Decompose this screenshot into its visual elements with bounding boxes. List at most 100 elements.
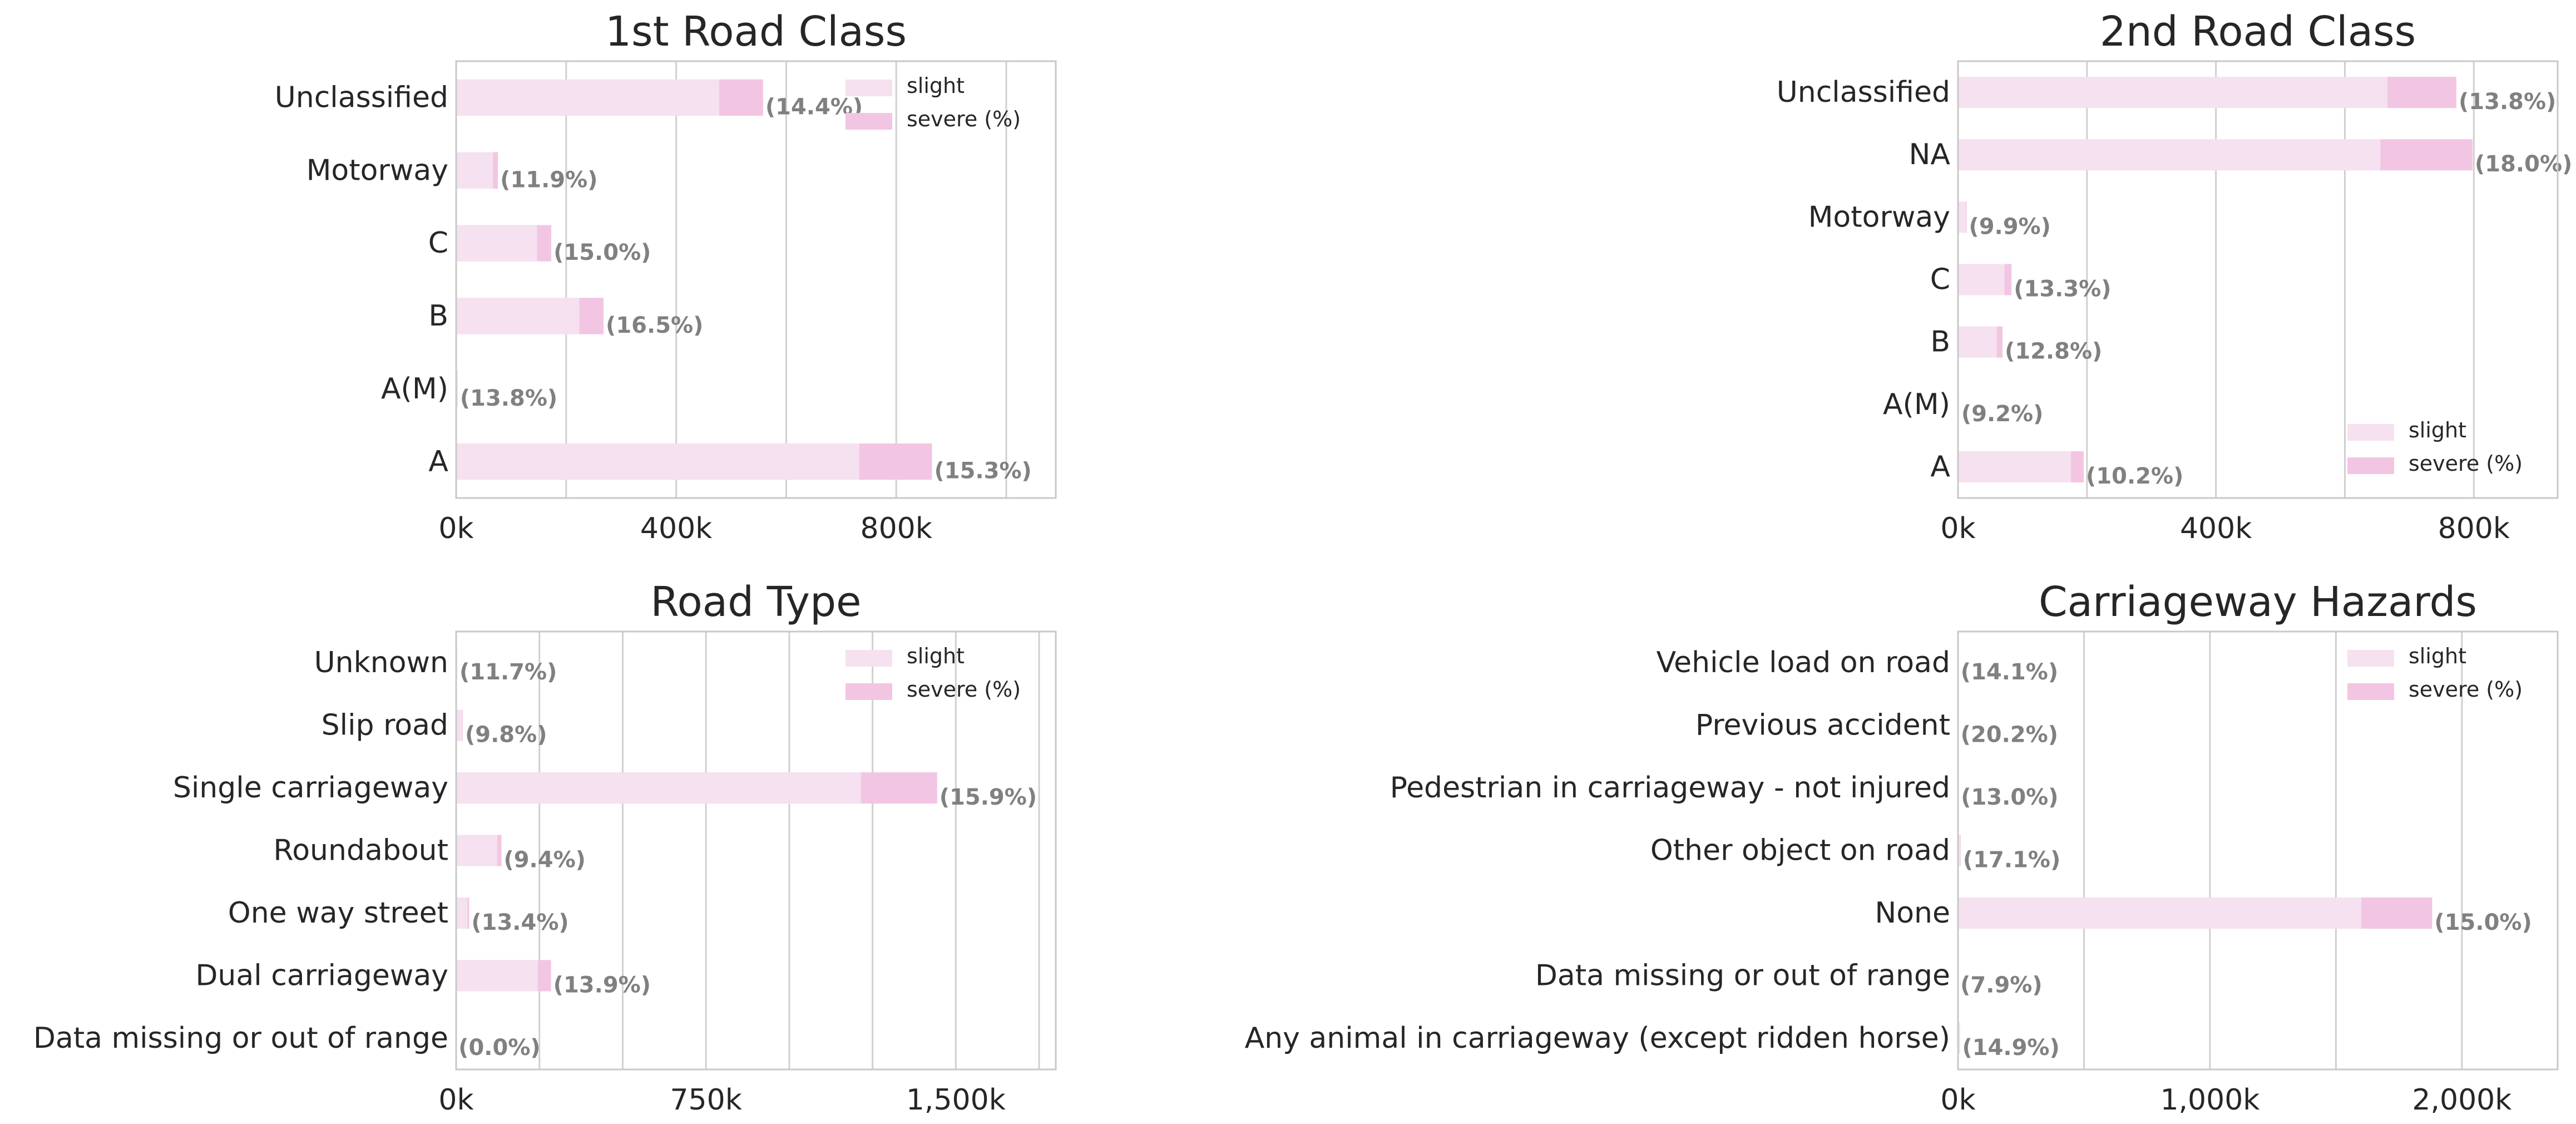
category-label: NA [1909,138,1951,171]
category-label: Unknown [314,646,448,679]
bar-severe-slip-road [462,709,463,741]
bar-slight-unclassified [456,79,719,116]
x-tick-label: 400k [640,512,712,545]
chart-title: Carriageway Hazards [2039,578,2477,626]
chart-title: 1st Road Class [605,8,907,56]
bar-severe-dual-carriageway [537,960,551,992]
category-label: Slip road [322,709,448,742]
legend: slight severe (%) [2347,644,2523,702]
severe-pct-label: (13.0%) [1961,785,2058,810]
severe-pct-label: (13.9%) [553,972,651,998]
x-tick-label: 1,000k [2160,1083,2259,1117]
category-label: Roundabout [273,834,448,867]
legend-label-slight: slight [907,644,965,668]
bar-severe-c [537,225,552,262]
chart-road-class-1: Unclassified (14.4%)Motorway (11.9%)C (15.0… [275,8,1057,545]
legend-swatch-slight [846,80,892,96]
bar-slight-a [1958,451,2071,482]
bar-severe-other-object-on-road [1960,835,1961,866]
severe-pct-label: (9.8%) [465,722,547,748]
chart-title: 2nd Road Class [2100,8,2416,56]
bar-slight-motorway [456,152,493,189]
severe-pct-label: (13.4%) [471,910,568,935]
legend-label-slight: slight [2409,418,2466,442]
category-label: Data missing or out of range [33,1022,448,1055]
x-tick-label: 0k [438,1083,473,1117]
bar-severe-unclassified [719,79,763,116]
bar-severe-motorway [493,152,498,189]
severe-pct-label: (13.8%) [460,386,557,411]
bar-severe-one-way-street [467,897,469,929]
plot-frame [1957,630,2559,1071]
legend-swatch-severe [846,683,892,700]
category-label: A(M) [381,372,448,406]
category-label: C [428,226,448,260]
legend: slight severe (%) [2347,418,2523,476]
severe-pct-label: (15.9%) [940,785,1037,810]
category-label: Motorway [1808,200,1950,234]
bar-severe-single-carriageway [861,772,937,804]
category-label: Other object on road [1650,834,1950,867]
legend-swatch-severe [2347,457,2394,474]
bar-severe-b [1996,326,2003,358]
legend-label-severe: severe (%) [907,677,1021,702]
severe-pct-label: (12.8%) [2005,339,2102,364]
chart-title: Road Type [650,578,861,626]
legend: slight severe (%) [846,73,1021,131]
category-label: A(M) [1883,388,1950,421]
plot-frame [455,630,1057,1071]
x-tick-label: 800k [2438,512,2510,545]
bar-severe-roundabout [497,835,502,866]
x-tick-label: 750k [670,1083,741,1117]
bar-severe-c [2004,264,2012,295]
category-label: Motorway [306,154,448,187]
bar-slight-roundabout [456,835,497,866]
severe-pct-label: (15.0%) [2434,910,2531,935]
severe-pct-label: (13.3%) [2014,277,2111,302]
bar-slight-c [456,225,537,262]
category-label: Data missing or out of range [1535,959,1950,992]
legend-swatch-severe [2347,683,2394,700]
bar-slight-slip-road [456,709,462,741]
legend-label-slight: slight [907,73,965,98]
bar-slight-na [1958,139,2381,171]
bar-severe-a [859,443,932,480]
category-label: None [1875,896,1950,930]
legend-swatch-severe [846,113,892,130]
bar-slight-dual-carriageway [456,960,538,992]
category-label: One way street [228,896,448,930]
x-tick-label: 800k [861,512,932,545]
category-label: C [1930,263,1950,297]
plot-frame [1957,60,2559,499]
x-tick-label: 0k [438,512,473,545]
bar-slight-motorway [1958,201,1966,233]
bar-slight-none [1958,897,2361,929]
chart-road-type: Unknown (11.7%) Slip road (9.8%) Single carr… [33,578,1057,1117]
category-label: Unclassified [1777,76,1950,109]
bar-severe-na [2380,139,2473,171]
bar-severe-motorway [1965,201,1967,233]
x-tick-label: 0k [1940,512,1975,545]
severe-pct-label: (14.9%) [1962,1035,2059,1061]
x-tick-label: 0k [1940,1083,1975,1117]
severe-pct-label: (11.7%) [459,659,557,685]
chart-carriageway-hazards: Vehicle load on road (14.1%) Previous acci… [1245,578,2559,1117]
severe-pct-label: (9.2%) [1961,401,2044,427]
severe-pct-label: (14.1%) [1961,659,2058,685]
x-tick-label: 2,000k [2412,1083,2511,1117]
severe-pct-label: (20.2%) [1961,722,2058,748]
category-label: A [428,445,448,479]
severe-pct-label: (16.5%) [606,313,703,338]
severe-pct-label: (15.3%) [934,459,1031,484]
category-label: Single carriageway [173,771,448,805]
category-label: B [1930,326,1950,359]
category-label: Dual carriageway [195,959,448,992]
category-label: B [428,299,448,333]
bar-slight-b [1958,326,1997,358]
legend-label-severe: severe (%) [907,107,1021,131]
bar-severe-none [2361,897,2432,929]
bar-slight-one-way-street [456,897,468,929]
severe-pct-label: (9.9%) [1969,214,2051,239]
bar-severe-unclassified [2387,77,2457,109]
legend-swatch-slight [2347,650,2394,667]
